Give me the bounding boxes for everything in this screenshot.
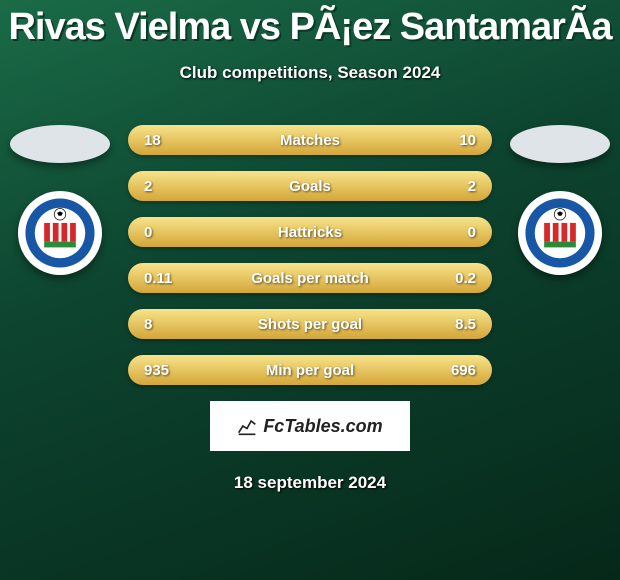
- stat-label: Shots per goal: [258, 316, 362, 333]
- stats-list: 18 Matches 10 2 Goals 2 0 Hattricks 0 0.…: [110, 125, 510, 385]
- club-badge-icon: [24, 197, 96, 269]
- stat-row: 2 Goals 2: [128, 171, 492, 201]
- player-right-avatar: [510, 125, 610, 163]
- stat-row: 0.11 Goals per match 0.2: [128, 263, 492, 293]
- player-left-avatar: [10, 125, 110, 163]
- stat-right-value: 696: [436, 362, 476, 379]
- stat-row: 18 Matches 10: [128, 125, 492, 155]
- player-left-column: [10, 125, 110, 275]
- date-label: 18 september 2024: [0, 473, 620, 493]
- page-title: Rivas Vielma vs PÃ¡ez SantamarÃ­a: [0, 0, 620, 49]
- stat-label: Goals: [289, 178, 331, 195]
- stat-left-value: 2: [144, 178, 184, 195]
- player-right-column: [510, 125, 610, 275]
- stat-right-value: 10: [436, 132, 476, 149]
- stat-right-value: 8.5: [436, 316, 476, 333]
- stat-row: 8 Shots per goal 8.5: [128, 309, 492, 339]
- stat-label: Goals per match: [251, 270, 369, 287]
- stat-label: Min per goal: [266, 362, 354, 379]
- stat-row: 935 Min per goal 696: [128, 355, 492, 385]
- stat-right-value: 0.2: [436, 270, 476, 287]
- player-left-club-badge: [18, 191, 102, 275]
- stat-label: Hattricks: [278, 224, 342, 241]
- stat-left-value: 935: [144, 362, 184, 379]
- footer-brand[interactable]: FcTables.com: [210, 401, 410, 451]
- stat-left-value: 0.11: [144, 270, 184, 287]
- stat-left-value: 0: [144, 224, 184, 241]
- stat-left-value: 8: [144, 316, 184, 333]
- stat-right-value: 2: [436, 178, 476, 195]
- subtitle: Club competitions, Season 2024: [0, 63, 620, 83]
- stat-row: 0 Hattricks 0: [128, 217, 492, 247]
- club-badge-icon: [524, 197, 596, 269]
- player-right-club-badge: [518, 191, 602, 275]
- chart-icon: [237, 416, 257, 436]
- comparison-panel: 18 Matches 10 2 Goals 2 0 Hattricks 0 0.…: [0, 125, 620, 385]
- stat-label: Matches: [280, 132, 340, 149]
- footer-brand-text: FcTables.com: [263, 416, 382, 437]
- stat-right-value: 0: [436, 224, 476, 241]
- stat-left-value: 18: [144, 132, 184, 149]
